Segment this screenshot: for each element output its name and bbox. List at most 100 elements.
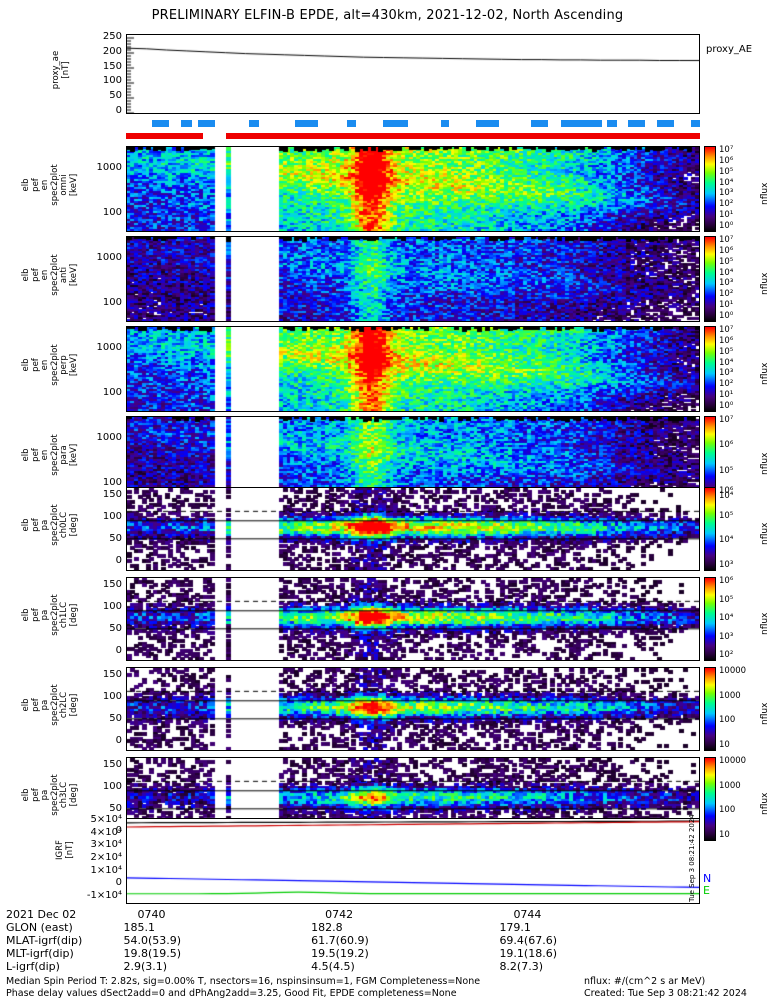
colorbar-label-para: nflux (760, 452, 770, 475)
panel-ytick-ch3LC: 150 (102, 759, 122, 771)
ephemeris-cell: 185.1 (123, 921, 155, 934)
pa-spectrogram-panel-ch0LC (126, 487, 700, 571)
ephemeris-row-label: GLON (east) (6, 921, 73, 934)
panel-ytick-ch2LC: 0 (115, 734, 122, 746)
colorbar-tick-perp: 10⁵ (719, 346, 734, 357)
ephemeris-row-label: MLT-igrf(dip) (6, 947, 74, 960)
proxy-ae-ytick: 200 (102, 45, 122, 57)
colorbar-tick-ch2LC: 100 (719, 715, 736, 726)
igrf-legend-N: N (703, 872, 712, 885)
colorbar-tick-perp: 10⁰ (719, 401, 734, 411)
colorbar-tick-omni: 10⁴ (719, 177, 734, 188)
colorbar-tick-perp: 10⁶ (719, 335, 734, 346)
colorbar-tick-ch1LC: 10⁴ (719, 613, 734, 623)
spectrogram-image-omni (127, 147, 699, 231)
igrf-ytick: 5×10⁴ (90, 814, 122, 825)
colorbar-tick-ch1LC: 10⁵ (719, 594, 734, 605)
colorbar-tick-anti: 10¹ (719, 300, 734, 311)
colorbar-tick-para: 10⁵ (719, 465, 734, 476)
colorbar-tick-ch2LC: 10000 (719, 666, 747, 676)
ephemeris-cell: 69.4(67.6) (499, 934, 558, 947)
igrf-created-rotated: Tue Sep 3 08:21:42 2024 (688, 814, 696, 902)
colorbar-tick-perp: 10⁴ (719, 357, 734, 368)
colorbar-tick-ch0LC: 10⁶ (719, 486, 734, 496)
panel-ytick-para: 100 (102, 477, 122, 489)
science-zone-segment-red (126, 133, 204, 139)
colorbar-ch2LC (704, 667, 716, 751)
colorbar-tick-omni: 10¹ (719, 210, 734, 221)
colorbar-tick-ch3LC: 1000 (719, 780, 741, 791)
energy-spectrogram-panel-anti (126, 236, 700, 322)
science-zone-segment-blue (295, 120, 319, 127)
time-tick-label: 0740 (137, 908, 166, 921)
ephemeris-cell: 179.1 (499, 921, 531, 934)
panel-ytick-ch1LC: 0 (115, 644, 122, 656)
science-zone-segment-blue (530, 120, 548, 127)
colorbar-tick-ch0LC: 10³ (719, 560, 734, 570)
science-zone-segment-blue (561, 120, 603, 127)
colorbar-tick-omni: 10⁷ (719, 145, 734, 155)
spectrogram-image-ch0LC (127, 488, 699, 570)
igrf-ytick: 1×10⁴ (90, 864, 122, 876)
colorbar-tick-ch1LC: 10² (719, 650, 734, 660)
ephemeris-cell: 61.7(60.9) (311, 934, 369, 947)
colorbar-tick-perp: 10⁷ (719, 325, 734, 335)
colorbar-tick-omni: 10⁵ (719, 166, 734, 177)
colorbar-tick-ch3LC: 10 (719, 830, 730, 840)
science-zone-segment-blue (656, 120, 675, 127)
igrf-ytick: 0 (115, 877, 122, 889)
igrf-ytick: 4×10⁴ (90, 826, 122, 838)
igrf-legend-E: E (703, 884, 710, 897)
igrf-panel (126, 818, 700, 904)
colorbar-label-ch3LC: nflux (760, 792, 770, 815)
colorbar-ch0LC (704, 487, 716, 571)
science-zone-segment-blue (197, 120, 215, 127)
proxy-ae-ytick: 150 (102, 60, 122, 72)
ephemeris-cell: 4.5(4.5) (311, 960, 355, 973)
colorbar-tick-anti: 10² (719, 289, 734, 300)
colorbar-tick-omni: 10⁶ (719, 155, 734, 166)
spectrogram-image-anti (127, 237, 699, 321)
colorbar-tick-omni: 10⁰ (719, 221, 734, 231)
panel-ylabel-perp: elb pef en spec2plot perp [keV] (21, 344, 79, 386)
colorbar-tick-para: 10⁶ (719, 440, 734, 451)
colorbar-tick-anti: 10⁷ (719, 235, 734, 245)
colorbar-perp (704, 326, 716, 412)
panel-ylabel-ch1LC: elb pef pa spec2plot ch1LC [deg] (21, 594, 79, 636)
panel-ytick-perp: 100 (102, 387, 122, 399)
science-zone-segment-blue (180, 120, 192, 127)
colorbar-tick-omni: 10² (719, 199, 734, 210)
panel-ytick-ch3LC: 0 (115, 824, 122, 836)
science-zone-segment-blue (628, 120, 646, 127)
panel-ytick-omni: 100 (102, 207, 122, 219)
panel-ytick-ch3LC: 50 (109, 803, 122, 815)
colorbar-tick-anti: 10³ (719, 278, 734, 289)
science-zone-segment-blue (346, 120, 356, 127)
panel-ytick-ch0LC: 0 (115, 554, 122, 566)
panel-ytick-ch2LC: 150 (102, 669, 122, 681)
colorbar-tick-ch3LC: 10000 (719, 756, 747, 766)
panel-ylabel-ch0LC: elb pef pa spec2plot ch0LC [deg] (21, 504, 79, 546)
science-zone-segment-blue (382, 120, 409, 127)
colorbar-tick-anti: 10⁴ (719, 267, 734, 278)
ephemeris-cell: 19.1(18.6) (499, 947, 558, 960)
panel-ytick-omni: 1000 (96, 162, 122, 174)
ephemeris-cell: 19.8(19.5) (123, 947, 182, 960)
colorbar-label-omni: nflux (760, 182, 770, 205)
colorbar-label-ch1LC: nflux (760, 612, 770, 635)
panel-ylabel-ch2LC: elb pef pa spec2plot ch2LC [deg] (21, 684, 79, 726)
spectrogram-image-ch2LC (127, 668, 699, 750)
spectrogram-image-perp (127, 327, 699, 411)
proxy-ae-ytick: 250 (102, 31, 122, 42)
colorbar-tick-para: 10⁴ (719, 491, 734, 501)
panel-ytick-ch1LC: 100 (102, 601, 122, 613)
colorbar-tick-para: 10⁷ (719, 415, 734, 425)
panel-ytick-ch2LC: 50 (109, 713, 122, 725)
colorbar-tick-ch3LC: 100 (719, 805, 736, 816)
proxy-ae-ytick: 0 (115, 105, 122, 116)
science-zone-segment-red (226, 133, 700, 139)
science-zone-segment-blue (607, 120, 617, 127)
footer-nflux-units: nflux: #/(cm^2 s ar MeV) (584, 976, 706, 987)
proxy-ae-ytick: 100 (102, 75, 122, 87)
proxy-ae-ylabel: proxy_ae [nT] (51, 50, 71, 90)
